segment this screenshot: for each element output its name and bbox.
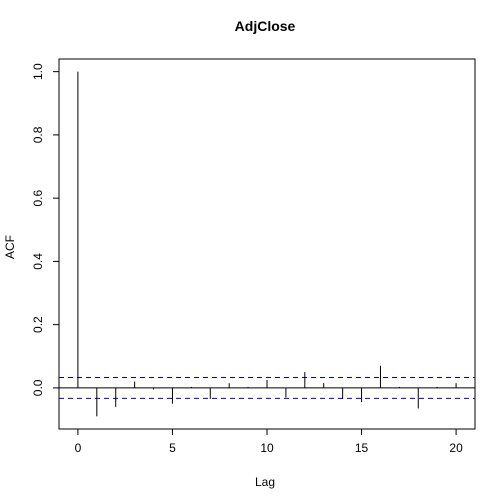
x-axis-label: Lag [255,475,275,489]
acf-marks [59,71,475,417]
plot-frame [58,58,476,430]
x-tick-label: 5 [169,441,176,455]
y-tick-label: 0.6 [31,189,45,206]
x-tick-label: 10 [260,441,274,455]
x-tick-label: 0 [75,441,82,455]
y-tick-label: 0.8 [31,126,45,143]
y-tick-label: 0.4 [31,253,45,270]
y-tick-label: 0.0 [31,379,45,396]
y-tick-label: 1.0 [31,63,45,80]
x-tick-label: 15 [355,441,369,455]
y-axis: 0.0 0.2 0.4 0.6 0.8 1.0 [31,63,60,396]
x-axis: 0 5 10 15 20 [75,428,463,455]
y-tick-label: 0.2 [31,316,45,333]
y-axis-label: ACF [3,235,17,259]
x-tick-label: 20 [449,441,463,455]
chart-title: AdjClose [235,18,296,34]
